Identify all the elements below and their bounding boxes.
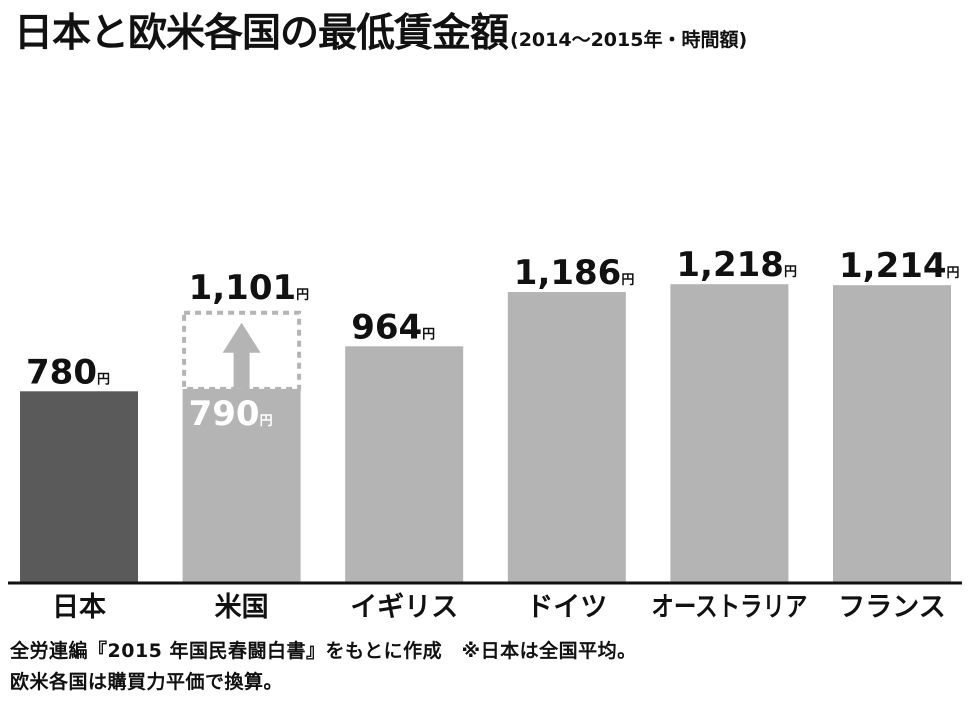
bar-1 <box>20 391 138 582</box>
value-label-6: 1,214円 <box>839 246 960 286</box>
bar-4 <box>507 292 626 582</box>
chart-subtitle: (2014〜2015年・時間額) <box>510 29 748 51</box>
bar-2 <box>182 388 301 582</box>
target-value-label: 1,101円 <box>189 268 310 308</box>
value-label-2: 790円 <box>189 394 273 434</box>
value-label-5: 1,218円 <box>676 245 797 285</box>
value-label-4: 1,186円 <box>514 253 635 293</box>
footnote-line-2: 欧米各国は購買力平価で換算。 <box>10 671 284 693</box>
value-label-1: 780円 <box>26 352 110 392</box>
footnote: 全労連編『2015 年国民春闘白書』をもとに作成 ※日本は全国平均。 欧米各国は… <box>10 636 637 698</box>
footnote-line-1: 全労連編『2015 年国民春闘白書』をもとに作成 ※日本は全国平均。 <box>10 640 637 662</box>
category-label-5: オーストラリア <box>651 592 807 623</box>
chart-title: 日本と欧米各国の最低賃金額 <box>14 11 509 56</box>
category-label-6: フランス <box>838 592 945 623</box>
value-label-3: 964円 <box>351 307 435 347</box>
category-label-3: イギリス <box>350 592 458 623</box>
category-label-4: ドイツ <box>526 592 607 623</box>
chart-title-block: 日本と欧米各国の最低賃金額 (2014〜2015年・時間額) <box>14 2 747 58</box>
bar-6 <box>833 285 951 582</box>
arrow-head <box>222 322 261 353</box>
arrow-shaft <box>233 348 250 389</box>
category-label-1: 日本 <box>52 592 106 623</box>
bar-5 <box>670 284 789 582</box>
category-label-2: 米国 <box>215 592 269 623</box>
target-dashed-box <box>182 310 302 391</box>
bar-3 <box>345 346 464 582</box>
